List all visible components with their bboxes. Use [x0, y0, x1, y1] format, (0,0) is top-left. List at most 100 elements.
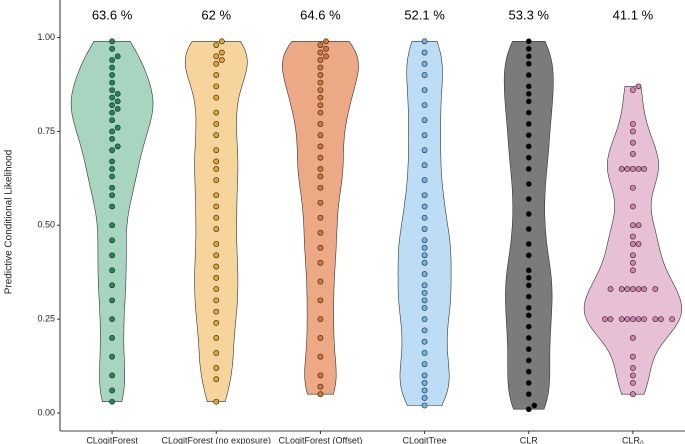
point	[421, 402, 428, 409]
point	[317, 102, 324, 109]
point	[525, 274, 532, 281]
point	[109, 316, 115, 323]
point	[213, 42, 220, 48]
point	[525, 181, 532, 187]
point	[525, 357, 532, 364]
point	[317, 334, 324, 341]
point	[630, 222, 636, 229]
point	[635, 83, 642, 90]
point	[317, 57, 324, 63]
point	[421, 387, 428, 394]
point	[109, 109, 115, 116]
point	[525, 120, 532, 127]
point	[317, 132, 324, 139]
point	[109, 203, 115, 210]
point	[317, 109, 324, 116]
point	[635, 286, 642, 292]
point	[317, 383, 324, 390]
point	[525, 53, 532, 60]
point	[317, 229, 324, 236]
point	[317, 42, 324, 48]
point	[525, 241, 532, 247]
point	[635, 241, 642, 247]
point	[618, 316, 625, 323]
point	[421, 338, 428, 345]
point	[213, 365, 220, 371]
point	[658, 316, 664, 323]
point	[323, 53, 329, 60]
point	[218, 57, 225, 63]
point	[525, 252, 532, 259]
point	[630, 139, 636, 146]
annotation: 53.3 %	[509, 7, 550, 22]
point	[421, 102, 428, 109]
point	[109, 184, 115, 191]
point	[218, 49, 225, 56]
point	[421, 147, 428, 154]
point	[630, 151, 636, 157]
point	[213, 376, 220, 383]
point	[525, 312, 532, 319]
point	[213, 192, 220, 199]
violin	[184, 41, 248, 402]
point	[525, 368, 532, 375]
point	[421, 87, 428, 94]
point	[317, 353, 324, 360]
point	[652, 316, 659, 323]
point	[525, 380, 532, 386]
point	[317, 259, 324, 266]
point	[630, 267, 636, 274]
annotation: 64.6 %	[300, 7, 341, 22]
point	[421, 289, 428, 296]
point	[213, 241, 220, 247]
point	[317, 87, 324, 94]
point	[421, 203, 428, 210]
point	[525, 90, 532, 97]
point	[525, 226, 532, 232]
point	[630, 120, 636, 127]
point	[641, 316, 648, 323]
point	[317, 244, 324, 251]
point	[109, 166, 115, 172]
point	[525, 72, 532, 78]
y-tick-label: 0.50	[37, 220, 55, 230]
point	[525, 109, 532, 116]
point	[317, 214, 324, 221]
point	[421, 252, 428, 259]
point	[317, 49, 324, 56]
point	[109, 192, 115, 199]
point	[669, 316, 676, 323]
point	[525, 60, 532, 67]
violin	[503, 41, 554, 410]
point	[317, 391, 324, 398]
y-axis-title: Predictive Conditional Likelihood	[4, 150, 15, 295]
point	[525, 154, 532, 161]
point	[421, 49, 428, 56]
point	[109, 57, 115, 63]
point	[213, 398, 220, 405]
annotation: 63.6 %	[92, 7, 133, 22]
point	[421, 192, 428, 199]
point	[630, 353, 636, 360]
point	[213, 177, 220, 184]
violin	[397, 41, 452, 406]
point	[114, 105, 121, 112]
point	[421, 60, 428, 67]
point	[525, 83, 532, 90]
point	[630, 286, 636, 292]
point	[323, 45, 329, 52]
point	[323, 38, 329, 45]
y-tick-label: 0.00	[37, 407, 55, 417]
point	[109, 72, 115, 78]
point	[525, 346, 532, 353]
point	[317, 297, 324, 304]
point	[213, 297, 220, 304]
point	[421, 271, 428, 277]
point	[317, 173, 324, 180]
point	[109, 353, 115, 360]
point	[213, 203, 220, 210]
point	[630, 166, 636, 172]
point	[421, 244, 428, 251]
point	[109, 158, 115, 165]
